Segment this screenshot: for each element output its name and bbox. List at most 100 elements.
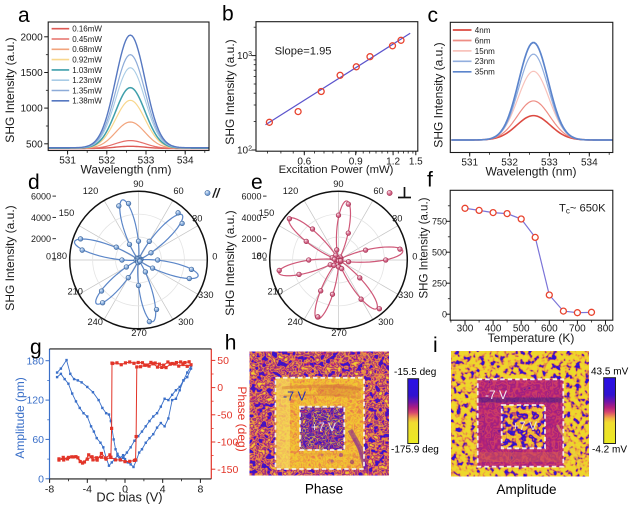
svg-text:c: c xyxy=(428,4,439,27)
svg-text:SHG Intensity (a.u.): SHG Intensity (a.u.) xyxy=(3,205,17,310)
svg-text:1.2: 1.2 xyxy=(386,156,400,167)
svg-text:-175.9 deg: -175.9 deg xyxy=(391,445,439,456)
svg-text:250: 250 xyxy=(432,279,447,289)
svg-text:-50: -50 xyxy=(217,409,232,421)
svg-text:531: 531 xyxy=(461,158,478,169)
svg-text:60: 60 xyxy=(173,186,183,196)
svg-text:240: 240 xyxy=(287,317,303,327)
svg-text:Slope=1.95: Slope=1.95 xyxy=(275,46,332,58)
svg-text:300: 300 xyxy=(378,317,394,327)
svg-text:0: 0 xyxy=(256,251,261,261)
svg-text:Wavelength (nm): Wavelength (nm) xyxy=(81,163,172,177)
svg-text:0.9: 0.9 xyxy=(349,156,363,167)
svg-text:g: g xyxy=(30,336,42,359)
svg-text:-8: -8 xyxy=(45,484,54,496)
svg-text:-4: -4 xyxy=(83,484,92,496)
svg-text:532: 532 xyxy=(501,158,518,169)
svg-text:4000: 4000 xyxy=(31,213,51,223)
svg-text:300: 300 xyxy=(457,324,474,335)
svg-text:1000: 1000 xyxy=(20,104,43,115)
svg-text:2000: 2000 xyxy=(31,234,51,244)
svg-text:-150: -150 xyxy=(217,464,238,476)
svg-text:180: 180 xyxy=(51,251,67,261)
svg-text:90: 90 xyxy=(333,179,343,189)
svg-text:1.03mW: 1.03mW xyxy=(72,66,102,75)
svg-text:6000: 6000 xyxy=(241,192,261,202)
svg-text:60: 60 xyxy=(373,186,383,196)
svg-text:6nm: 6nm xyxy=(475,36,491,45)
svg-text:0.92mW: 0.92mW xyxy=(72,56,102,65)
svg-text:150: 150 xyxy=(259,208,275,218)
svg-text:8: 8 xyxy=(197,484,203,496)
svg-text:Phase (deg): Phase (deg) xyxy=(235,386,249,451)
svg-text:90: 90 xyxy=(133,179,143,189)
svg-text:534: 534 xyxy=(581,158,598,169)
svg-text:60: 60 xyxy=(32,434,44,446)
svg-text:i: i xyxy=(433,334,438,357)
svg-text:b: b xyxy=(222,3,234,26)
svg-text:h: h xyxy=(225,331,237,354)
svg-text:1500: 1500 xyxy=(20,68,43,79)
svg-text:0: 0 xyxy=(38,473,44,485)
svg-text:Temperature (K): Temperature (K) xyxy=(488,331,575,345)
svg-text:531: 531 xyxy=(59,156,76,167)
svg-text:30: 30 xyxy=(192,214,202,224)
svg-text:SHG Intensity (a.u.): SHG Intensity (a.u.) xyxy=(223,39,237,144)
svg-text:750: 750 xyxy=(432,217,447,227)
svg-text:1.38mW: 1.38mW xyxy=(72,97,102,106)
svg-text:+7 V: +7 V xyxy=(512,419,537,433)
svg-text:210: 210 xyxy=(267,287,283,297)
svg-text:210: 210 xyxy=(67,287,83,297)
svg-text:Excitation Power (mW): Excitation Power (mW) xyxy=(279,164,394,176)
svg-text:0.45mW: 0.45mW xyxy=(72,35,102,44)
svg-text:a: a xyxy=(18,4,30,27)
svg-text:0: 0 xyxy=(46,251,51,261)
svg-text:4: 4 xyxy=(160,484,166,496)
svg-text:50: 50 xyxy=(217,355,229,367)
svg-text://: // xyxy=(212,187,221,201)
svg-text:+7 V: +7 V xyxy=(311,420,336,434)
svg-text:150: 150 xyxy=(59,208,75,218)
svg-text:4000: 4000 xyxy=(241,213,261,223)
svg-text:2000: 2000 xyxy=(20,32,43,43)
svg-text:Wavelength (nm): Wavelength (nm) xyxy=(486,165,577,179)
svg-text:700: 700 xyxy=(569,324,586,335)
svg-text:180: 180 xyxy=(251,251,267,261)
svg-text:DC bias (V): DC bias (V) xyxy=(96,490,162,505)
svg-text:120: 120 xyxy=(26,395,44,407)
svg-text:23nm: 23nm xyxy=(475,57,495,66)
svg-text:4nm: 4nm xyxy=(475,26,491,35)
svg-text:-4.2 mV: -4.2 mV xyxy=(592,445,627,456)
svg-text:-15.5 deg: -15.5 deg xyxy=(394,367,436,378)
svg-text:1.23mW: 1.23mW xyxy=(72,76,102,85)
svg-text:533: 533 xyxy=(138,156,155,167)
svg-text:102: 102 xyxy=(237,145,252,157)
svg-text:SHG Intensity (a.u.): SHG Intensity (a.u.) xyxy=(419,197,431,298)
svg-text:1.5: 1.5 xyxy=(409,156,423,167)
svg-text:e: e xyxy=(251,171,263,194)
svg-text:500: 500 xyxy=(513,324,530,335)
svg-text:0: 0 xyxy=(217,382,223,394)
svg-text:30: 30 xyxy=(392,214,402,224)
svg-text:0: 0 xyxy=(212,252,217,262)
svg-text:240: 240 xyxy=(87,317,103,327)
svg-text:2000: 2000 xyxy=(241,234,261,244)
svg-text:0: 0 xyxy=(442,310,447,320)
svg-text:330: 330 xyxy=(198,290,214,300)
svg-text:270: 270 xyxy=(131,328,147,338)
svg-text:300: 300 xyxy=(178,317,194,327)
svg-text:15nm: 15nm xyxy=(475,47,495,56)
svg-text:400: 400 xyxy=(485,324,502,335)
svg-text:600: 600 xyxy=(541,324,558,335)
svg-text:-7 V: -7 V xyxy=(283,390,307,404)
svg-text:0.6: 0.6 xyxy=(297,156,311,167)
svg-text:103: 103 xyxy=(237,51,252,63)
svg-text:SHG Intensity (a.u.): SHG Intensity (a.u.) xyxy=(432,42,446,147)
svg-text:35nm: 35nm xyxy=(475,68,495,77)
svg-text:800: 800 xyxy=(597,324,614,335)
svg-text:d: d xyxy=(28,171,40,194)
svg-text:Amplitude: Amplitude xyxy=(496,482,556,497)
svg-text:330: 330 xyxy=(398,290,414,300)
svg-text:Phase: Phase xyxy=(305,482,343,497)
svg-text:500: 500 xyxy=(432,248,447,258)
